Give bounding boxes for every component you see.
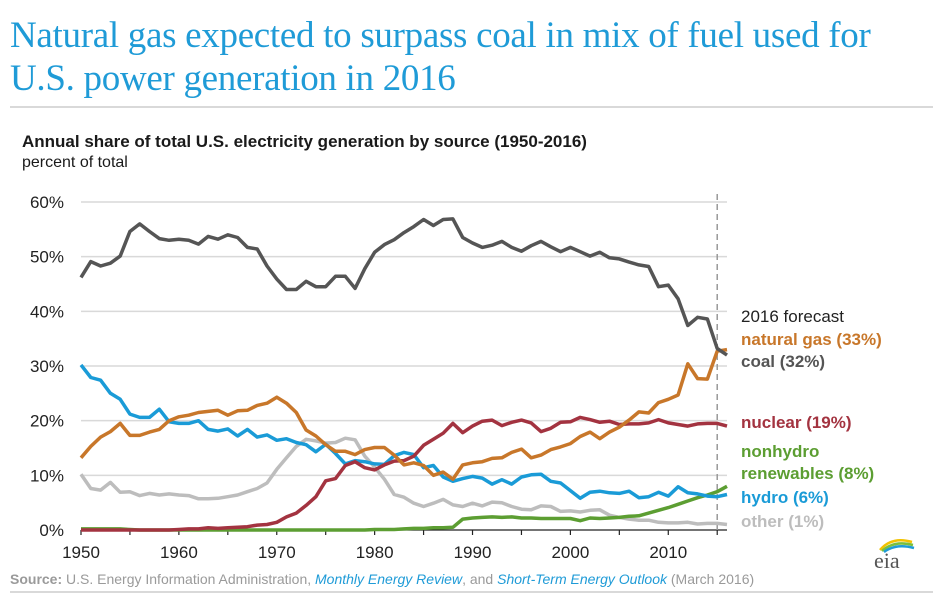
series-labels: 2016 forecast coal (32%) natural gas (33%)… [741, 307, 882, 531]
x-tick-label: 1960 [160, 543, 198, 562]
series-label-other: other (1%) [741, 512, 824, 531]
source-text-2: , and [462, 571, 498, 587]
series-label-natural-gas: natural gas (33%) [741, 330, 882, 349]
source-link-monthly-energy-review[interactable]: Monthly Energy Review [315, 571, 463, 587]
x-tick-label: 1980 [356, 543, 394, 562]
y-tick-label: 0% [39, 521, 64, 540]
y-axis-label: percent of total [22, 154, 128, 171]
eia-logo-text: eia [874, 548, 900, 570]
header-divider [10, 106, 933, 108]
series-line-coal [79, 217, 728, 357]
series-label-nonhydro-renewables: nonhydro [741, 442, 819, 461]
x-tick-label: 2010 [649, 543, 687, 562]
x-axis: 1950 1960 1970 1980 1990 2000 2010 [62, 529, 727, 562]
source-text-1: U.S. Energy Information Administration, [62, 571, 316, 587]
series-line-nuclear [81, 415, 728, 532]
source-text-3: (March 2016) [667, 571, 755, 587]
x-tick-label: 2000 [551, 543, 589, 562]
forecast-label: 2016 forecast [741, 307, 844, 326]
series-label-hydro: hydro (6%) [741, 488, 829, 507]
series-line-hydro [79, 363, 728, 501]
source-label: Source: [10, 571, 63, 587]
x-tick-label: 1990 [454, 543, 492, 562]
source-note: Source: U.S. Energy Information Administ… [10, 571, 754, 587]
source-link-short-term-energy-outlook[interactable]: Short-Term Energy Outlook [497, 571, 667, 587]
y-tick-label: 50% [30, 248, 64, 267]
eia-logo-icon: eia [874, 539, 915, 570]
y-tick-label: 30% [30, 357, 64, 376]
chart-title: Annual share of total U.S. electricity g… [22, 132, 587, 151]
y-tick-label: 40% [30, 302, 64, 321]
y-axis-ticks: 0% 10% 20% 30% 40% 50% 60% [30, 193, 64, 540]
headline: Natural gas expected to surpass coal in … [10, 15, 871, 99]
series-label-nonhydro-renewables: renewables (8%) [741, 464, 874, 483]
gridlines [81, 201, 727, 477]
series-line-natural-gas [79, 347, 728, 481]
y-tick-label: 10% [30, 466, 64, 485]
series-label-coal: coal (32%) [741, 352, 825, 371]
x-tick-label: 1970 [258, 543, 296, 562]
footer-divider [10, 591, 933, 593]
x-tick-label: 1950 [62, 543, 100, 562]
series-label-nuclear: nuclear (19%) [741, 413, 852, 432]
y-tick-label: 20% [30, 412, 64, 431]
y-tick-label: 60% [30, 193, 64, 212]
series-lines [79, 217, 728, 532]
